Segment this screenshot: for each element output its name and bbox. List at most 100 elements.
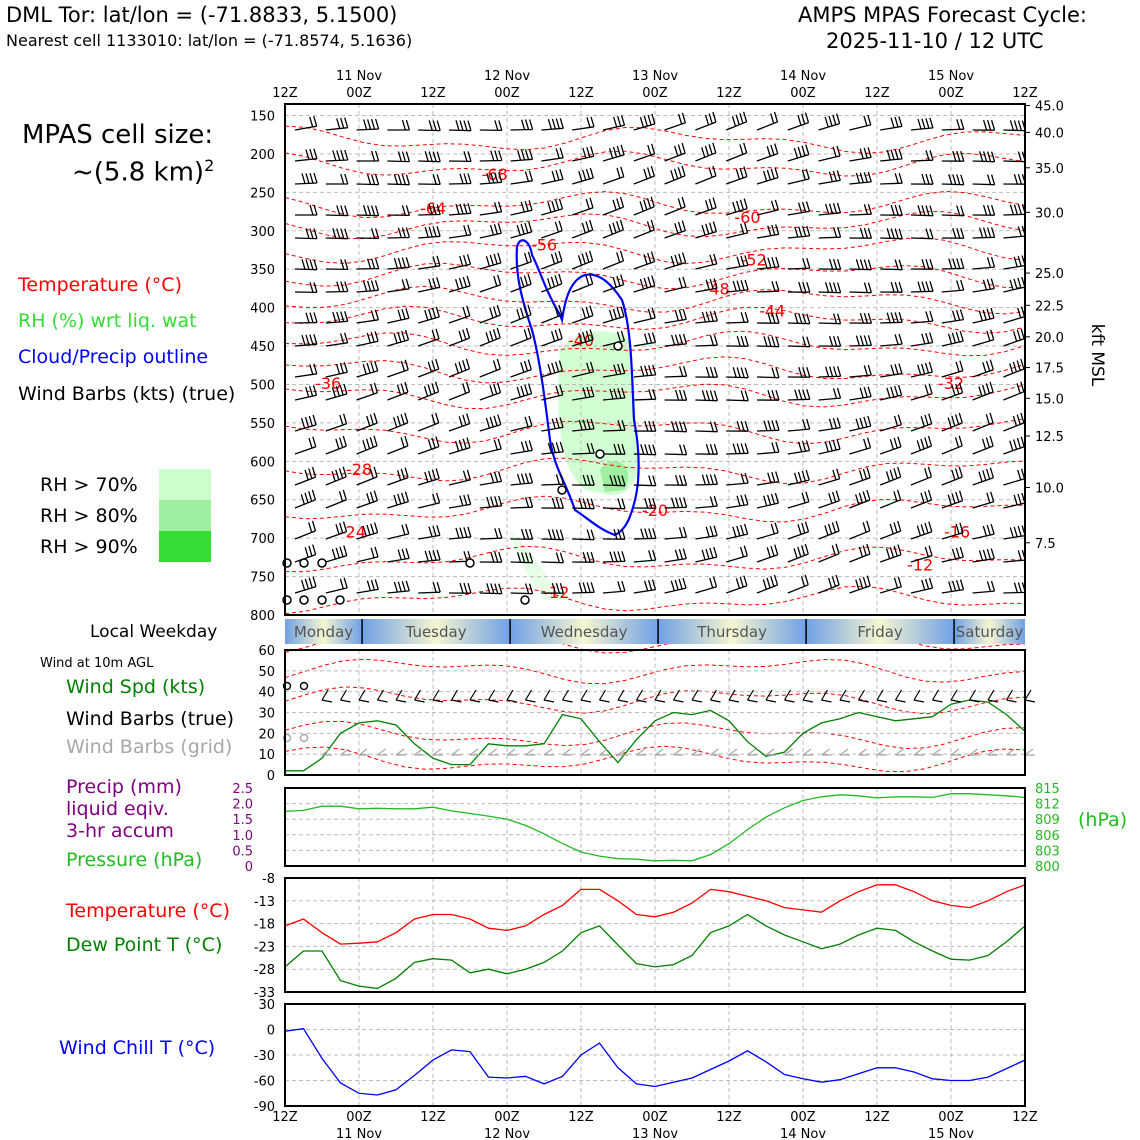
wind-barb xyxy=(972,467,995,486)
wind-barbs-true-label: Wind Barbs (true) xyxy=(66,708,235,730)
wind-barb xyxy=(880,384,903,401)
wind-barb xyxy=(294,385,318,401)
wind-barb xyxy=(787,367,811,378)
wind-barb xyxy=(479,223,502,239)
surface-wind-barb-grid xyxy=(451,748,462,756)
weekday-band-segment xyxy=(658,619,807,644)
wind-barb xyxy=(387,174,411,186)
wind-barb xyxy=(325,149,349,162)
wind-barb xyxy=(602,580,626,594)
wind-barb xyxy=(571,250,594,270)
wind-barb xyxy=(725,111,748,131)
wind-barb xyxy=(695,495,718,509)
rh70-region-lower xyxy=(510,530,560,600)
legend-rh70-label: RH > 70% xyxy=(40,474,138,496)
wind-barb xyxy=(571,305,594,324)
top-hour-tick-label: 12Z xyxy=(420,86,446,101)
wind-barb xyxy=(910,228,934,240)
calm-wind-circle xyxy=(299,681,309,691)
wind-barb xyxy=(602,219,625,239)
wind-barb xyxy=(633,389,657,401)
wind-barb xyxy=(510,251,533,270)
bottom-hour-tick-label: 12Z xyxy=(568,1110,594,1125)
surface-wind-barb xyxy=(728,689,740,703)
wind-barb xyxy=(1003,381,1025,401)
wind-barb xyxy=(356,522,379,540)
wind-barb xyxy=(418,277,441,293)
surface-wind-barb-grid xyxy=(321,748,332,756)
wind-barb xyxy=(880,228,903,240)
legend-temperature: Temperature (°C) xyxy=(18,274,182,296)
wind-barb xyxy=(910,117,934,131)
wind-barb xyxy=(602,443,626,455)
wind-barb xyxy=(633,251,656,270)
wind-barb xyxy=(756,492,780,509)
wind-barb xyxy=(294,116,318,131)
wind-barb xyxy=(294,148,318,162)
bottom-hour-tick-label: 00Z xyxy=(790,1110,816,1125)
weekday-band-segment xyxy=(954,619,1025,644)
pressure-tick-label: 803 xyxy=(1035,844,1060,859)
wind-barb xyxy=(1003,276,1026,293)
wind-barb xyxy=(726,390,749,402)
wind-barb xyxy=(910,332,934,347)
surface-wind-barbs xyxy=(321,689,1036,703)
wind-barb xyxy=(448,381,471,401)
precip-tick-label: 0.5 xyxy=(232,844,253,859)
surface-wind-barb-grid xyxy=(691,748,702,756)
height-tick-label: 12.5 xyxy=(1035,430,1064,445)
surface-wind-barb-grid xyxy=(654,748,665,756)
weekday-name: Wednesday xyxy=(541,623,628,641)
wind-barb xyxy=(418,492,441,509)
panel-y-tick-label: -30 xyxy=(254,1049,275,1064)
wind-barb xyxy=(325,489,347,509)
wind-barb xyxy=(787,313,811,325)
wind-speed-label: Wind Spd (kts) xyxy=(66,676,206,698)
height-tick-label: 40.0 xyxy=(1035,126,1064,141)
wind-barb xyxy=(541,441,564,455)
panel-y-tick-label: -23 xyxy=(254,940,275,955)
wind-barb xyxy=(941,579,965,594)
wind-barb xyxy=(633,475,657,487)
wind-barb xyxy=(756,574,779,594)
wind-barb xyxy=(479,528,503,540)
wind-barb xyxy=(294,436,317,455)
temperature-contour xyxy=(284,125,1026,154)
wind-barb xyxy=(387,412,409,432)
wind-barb xyxy=(387,119,411,131)
wind-barb xyxy=(417,381,440,401)
temperature-label: Temperature (°C) xyxy=(66,900,230,922)
weekday-name: Friday xyxy=(857,623,903,641)
wind-barb xyxy=(356,228,380,240)
wind-barb xyxy=(664,577,687,594)
wind-barb xyxy=(418,306,440,324)
wind-barb xyxy=(633,275,656,293)
wind-barb xyxy=(541,118,564,131)
wind-barb xyxy=(510,221,533,239)
wind-barb xyxy=(818,438,841,455)
wind-barb xyxy=(818,282,842,294)
wind-barb xyxy=(1003,328,1025,347)
wind-barb xyxy=(356,546,379,563)
wind-barb xyxy=(325,545,348,563)
wind-barb xyxy=(910,173,934,185)
wind-barb xyxy=(849,114,872,131)
wind-barb xyxy=(294,228,318,240)
wind-barb xyxy=(880,576,902,594)
wind-barb xyxy=(633,307,656,324)
temperature-contour xyxy=(284,585,1026,615)
wind-barb xyxy=(417,436,440,455)
surface-wind-barb-grid xyxy=(599,748,610,756)
wind-barb xyxy=(1003,582,1027,594)
wind-barb xyxy=(356,174,380,186)
pressure-unit-label: (hPa) xyxy=(1078,809,1128,831)
surface-wind-barb-grid xyxy=(377,748,388,756)
wind-barb xyxy=(572,329,594,347)
temperature-line xyxy=(284,884,1026,945)
calm-wind-circle-grid xyxy=(299,733,309,743)
wind-barb xyxy=(541,304,563,324)
wind-barb xyxy=(910,383,933,401)
wind-barb xyxy=(294,312,318,324)
top-date-tick-label: 12 Nov xyxy=(484,69,530,84)
pressure-tick-label: 600 xyxy=(250,455,275,470)
